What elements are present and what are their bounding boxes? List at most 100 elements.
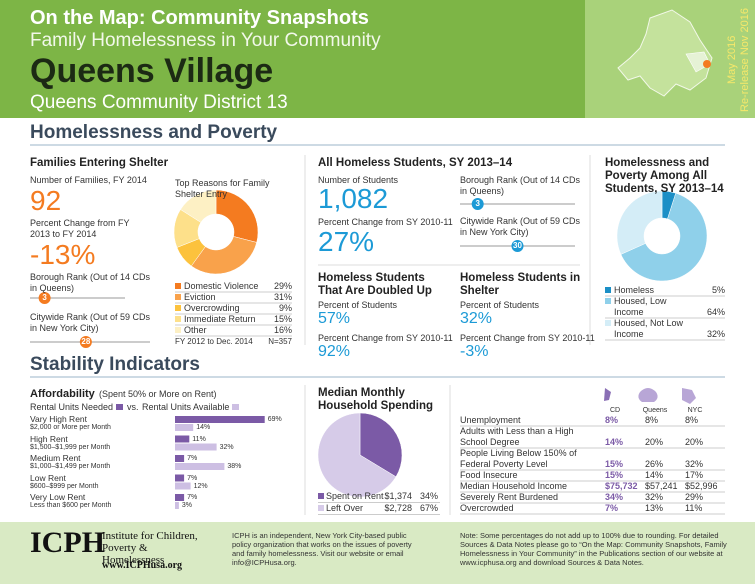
bar [175,435,190,443]
cell: 8% [605,415,619,425]
legend-swatch [175,305,181,311]
logo: ICPH [30,526,105,559]
students-change: 27% [318,226,375,257]
percent-change: 92% [318,343,351,360]
value-label: 67% [419,503,438,513]
cell: $52,996 [685,481,718,491]
value-label: 31% [273,292,292,302]
rank-value: 3 [475,199,480,208]
cell: 34% [605,492,624,502]
legend-swatch [116,404,123,410]
cell: 8% [645,415,659,425]
panel-heading: Families Entering Shelter [30,157,169,169]
category-label: Medium Rent [30,453,81,463]
rank-marker [79,336,92,348]
column-header: NYC [687,407,703,414]
label: Citywide Rank (Out of 59 CDs in New York… [30,312,151,333]
map-marker [703,60,711,68]
value-label: 11% [192,435,206,443]
bar [175,474,185,482]
cell: 20% [685,437,704,447]
pie-slice [180,189,217,223]
cell: 29% [685,492,704,502]
cell: 15% [605,459,624,469]
legend-swatch [175,316,181,322]
subtitle: Family Homelessness in Your Community [30,30,381,51]
section-heading: Stability Indicators [30,354,200,375]
label: Number of Families, FY 2014 [30,175,147,185]
pie-slice [317,412,397,498]
range-label: Less than $600 per Month [30,502,112,509]
value-label: 7% [187,494,198,501]
value-label: 29% [273,281,292,291]
legend-label: Overcrowding [184,303,240,313]
legend-label: Housed, Low Income [614,296,667,317]
bar [175,424,194,431]
url: www.ICPHusa.org [102,560,183,571]
pie-slice [616,190,663,255]
institute-name: Institute for Children, Poverty & Homele… [102,530,198,566]
students-number: 1,082 [318,183,389,214]
panel-heading: Homeless Students That Are Doubled Up [318,272,432,297]
label: Number of Students [318,175,399,185]
rank-marker [38,292,51,304]
cell: 7% [605,503,619,513]
legend-label: vs. [127,402,139,412]
legend-label: Eviction [184,292,216,302]
rank-value: 30 [513,241,522,250]
nyc-icon [682,388,696,404]
footer-band [0,522,755,584]
value-label: 38% [227,463,242,470]
cell: 32% [685,459,704,469]
cell: 14% [645,470,664,480]
cell: $75,732 [605,481,638,491]
column-header: CD [609,407,621,414]
panel-heading: All Homeless Students, SY 2013–14 [318,157,513,169]
cell: 13% [645,503,664,513]
value-label: 14% [196,424,211,431]
cell: 32% [645,492,664,502]
bar [175,463,225,470]
range-label: $1,000–$1,499 per Month [30,463,111,470]
legend-swatch [175,294,181,300]
row-label: People Living Below 150% of Federal Pove… [460,448,577,469]
n-count: N=357 [268,337,292,346]
legend-label: Rental Units Needed [30,402,114,412]
legend-label: Rental Units Available [142,402,230,412]
row-label: Overcrowded [460,503,514,513]
amount: $1,374 [384,491,412,501]
bar [175,416,265,423]
cell: 11% [685,503,703,513]
legend-label: Housed, Not Low Income [614,318,684,339]
label: Percent of Students [318,300,398,310]
cell: 20% [645,437,664,447]
percent: 32% [460,310,493,327]
value-label: 69% [267,416,282,423]
chart-title: Median Monthly Household Spending [318,387,433,412]
panel-heading: Homeless Students in Shelter [460,272,581,297]
queens-icon [638,388,658,402]
legend-label: Immediate Return [184,314,256,324]
pie-slice [190,236,257,275]
label: Citywide Rank (Out of 59 CDs in New York… [460,216,581,237]
chart-title: Affordability [30,388,95,400]
value-label: 16% [273,325,292,335]
label: Percent Change from SY 2010-11 [318,333,453,343]
value-label: 7% [187,474,198,482]
row-label: Median Household Income [460,481,568,491]
chart-title: Top Reasons for Family Shelter Entry [175,178,270,199]
chart-note: (Spent 50% or More on Rent) [99,389,217,399]
bar [175,494,185,501]
label: Percent Change from SY 2010-11 [460,333,595,343]
row-label: Adults with Less than a High School Degr… [460,426,574,447]
chart-title: Homelessness and Poverty Among All Stude… [605,157,724,195]
category-label: Vary High Rent [30,414,88,424]
percent: 57% [318,310,351,327]
bar [175,482,191,490]
bar [175,455,185,462]
row-label: Food Insecure [460,470,518,480]
legend-label: Spent on Rent [326,491,384,501]
legend-label: Homeless [614,285,655,295]
series-title: On the Map: Community Snapshots [30,7,369,29]
